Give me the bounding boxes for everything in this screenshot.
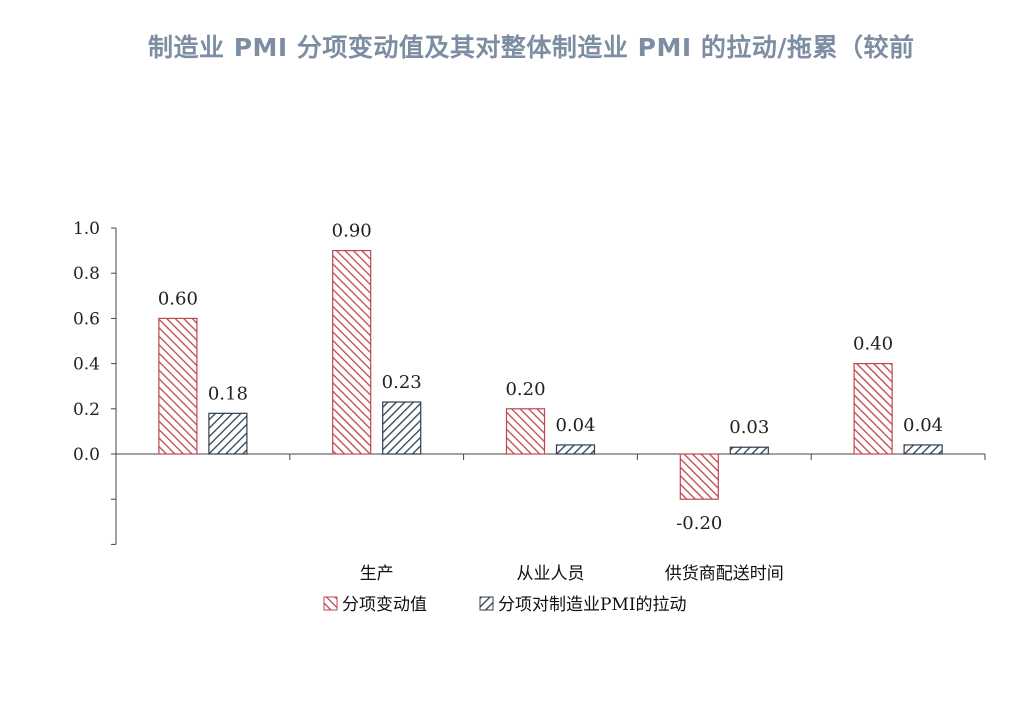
bar-contribution (382, 401, 422, 455)
data-label: 0.18 (208, 383, 248, 404)
chart-bars (158, 250, 943, 500)
bar-change (332, 250, 372, 455)
bar-contribution (208, 412, 248, 455)
data-label: 0.04 (555, 415, 595, 436)
data-label: 0.20 (505, 379, 545, 400)
data-label: 0.23 (382, 372, 422, 393)
bar-change (505, 408, 546, 455)
y-tick-label: 0.4 (73, 355, 100, 375)
data-label: 0.40 (853, 334, 893, 355)
data-label: 0.60 (158, 288, 198, 309)
x-category-label: 供货商配送时间 (665, 564, 784, 584)
x-category-label: 从业人员 (517, 564, 585, 584)
legend-label: 分项对制造业PMI的拉动 (498, 595, 687, 615)
data-label: 0.90 (332, 221, 372, 242)
bar-contribution (903, 444, 943, 455)
bar-contribution (729, 446, 769, 455)
y-tick-label: 0.0 (73, 445, 100, 465)
data-label: 0.04 (903, 415, 943, 436)
legend-label: 分项变动值 (342, 595, 427, 615)
chart-axes: 1.0 0.8 0.6 0.4 0.2 0.0 (73, 219, 986, 545)
y-tick-label: 0.8 (73, 264, 100, 284)
y-tick-label: 0.6 (73, 309, 100, 329)
bar-contribution (555, 444, 596, 455)
data-label: -0.20 (676, 513, 722, 534)
y-tick-label: 0.2 (73, 400, 100, 420)
bar-change (158, 317, 198, 455)
y-tick-label: 1.0 (73, 219, 100, 239)
legend-swatch (323, 596, 338, 611)
chart-legend: 分项变动值 分项对制造业PMI的拉动 (323, 595, 687, 615)
x-category-label: 生产 (360, 564, 394, 584)
legend-swatch (479, 596, 494, 611)
bar-change (853, 363, 893, 455)
bar-change (679, 453, 719, 500)
chart-title: 制造业 PMI 分项变动值及其对整体制造业 PMI 的拉动/拖累（较前 (148, 33, 915, 62)
data-label: 0.03 (729, 417, 769, 438)
chart-labels: 0.60 0.18 0.90 0.23 生产 0.20 0.04 从业人员 -0.20 0.03 供… (158, 221, 943, 584)
